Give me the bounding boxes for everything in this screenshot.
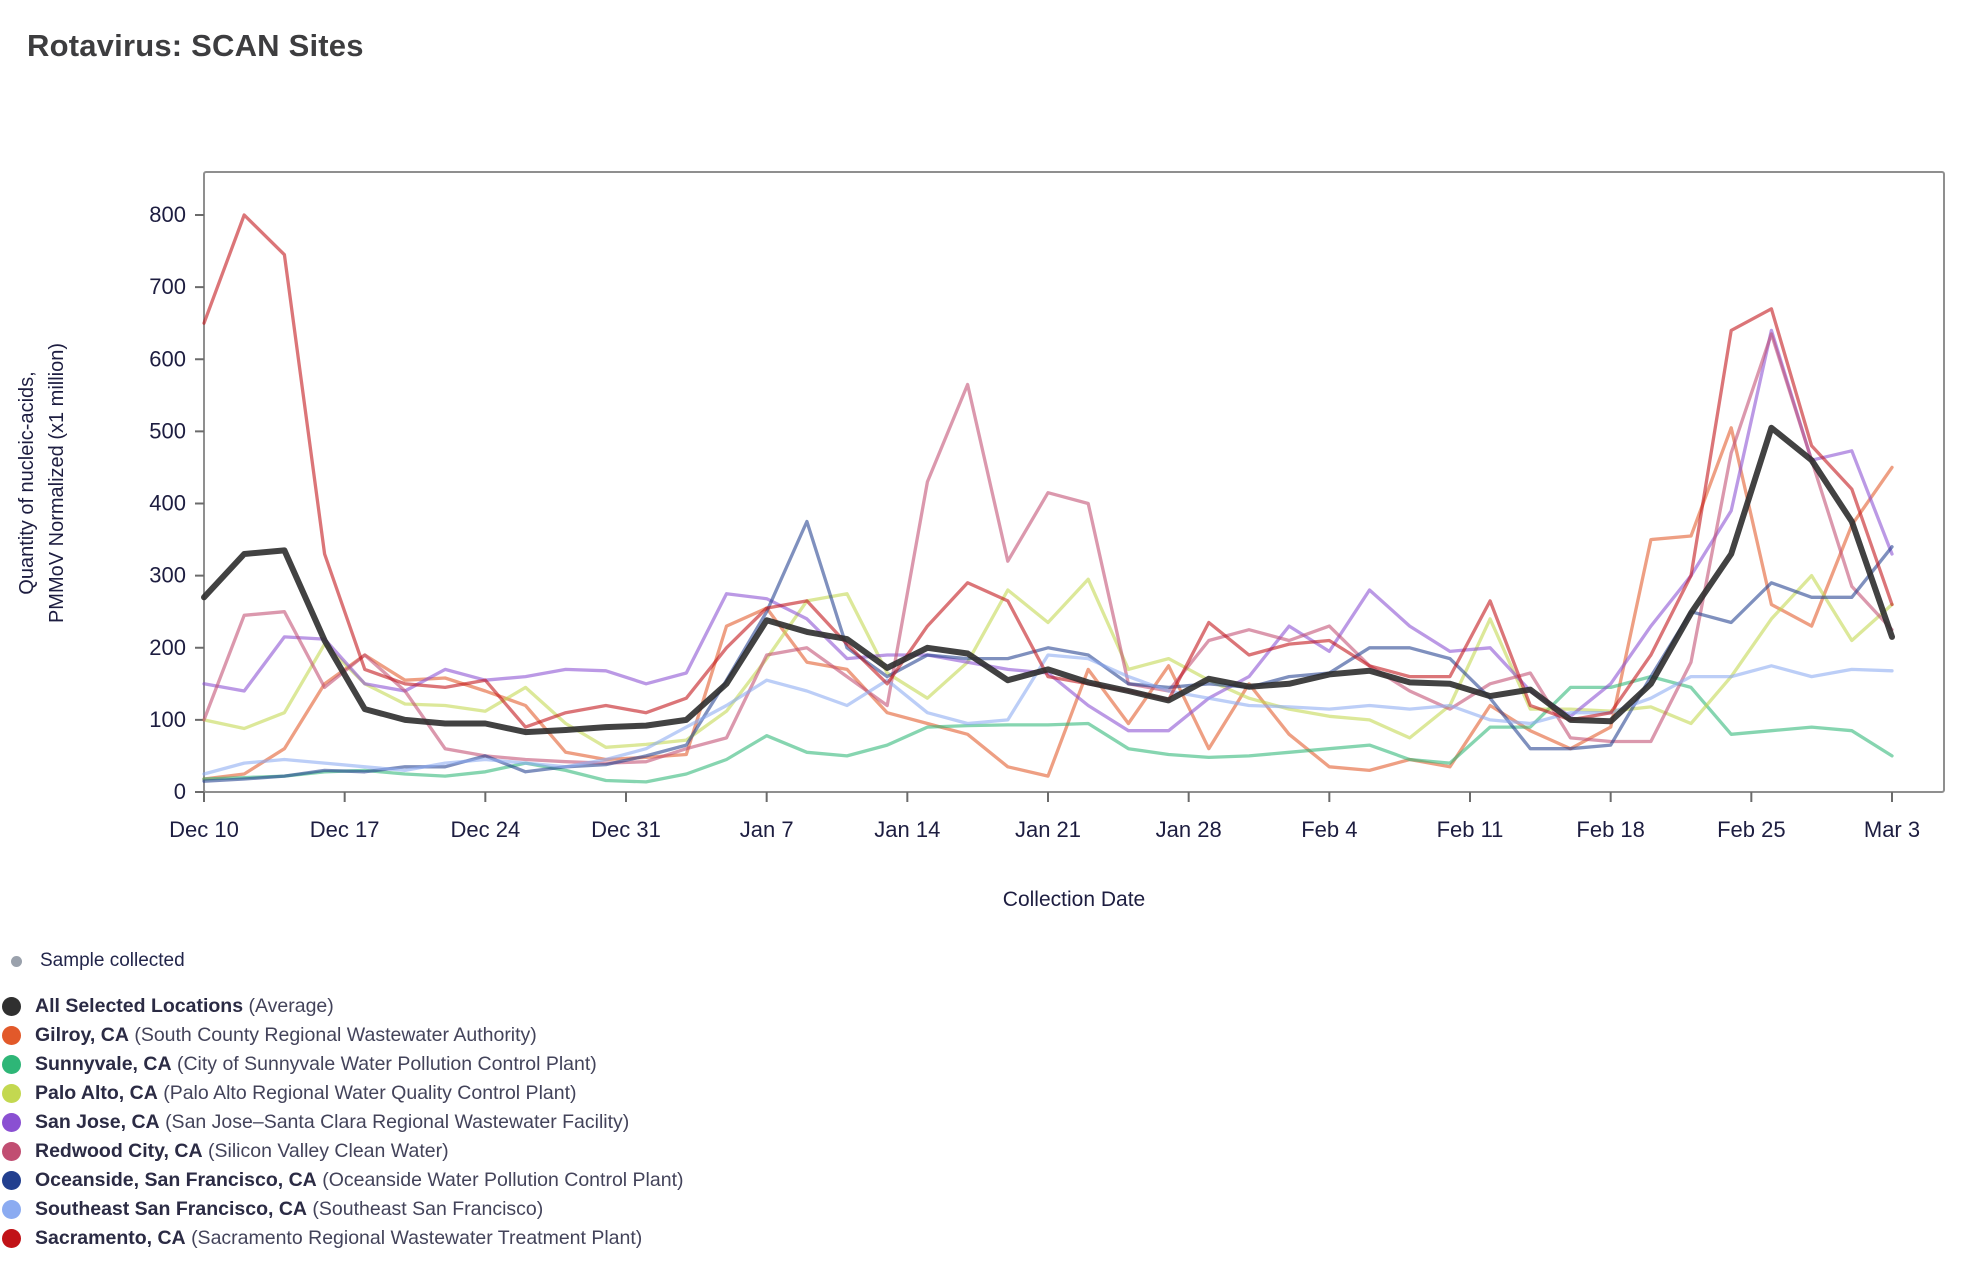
legend-item-name: Gilroy, CA [35,1024,129,1046]
legend-item-name: Oceanside, San Francisco, CA [35,1169,317,1191]
x-tick-label: Feb 18 [1576,817,1645,842]
legend-dot-icon [2,1200,21,1219]
x-tick-label: Mar 3 [1864,817,1920,842]
legend-item-name: Sacramento, CA [35,1227,186,1249]
y-tick-label: 600 [149,346,186,371]
legend-dot-icon [2,1171,21,1190]
legend-item-gilroy-ca[interactable]: Gilroy, CA (South County Regional Wastew… [2,1021,683,1050]
sample-collected-label: Sample collected [40,950,185,971]
legend-item-detail: (Sacramento Regional Wastewater Treatmen… [191,1227,643,1249]
legend-item-detail: (Southeast San Francisco) [312,1198,544,1220]
x-tick-label: Dec 17 [310,817,380,842]
legend-dot-icon [2,1084,21,1103]
y-axis-label-line2: PMMoV Normalized (x1 million) [46,342,68,624]
y-tick-label: 700 [149,274,186,299]
legend-item-detail: (Silicon Valley Clean Water) [207,1140,449,1162]
legend-item-redwood-city-ca[interactable]: Redwood City, CA (Silicon Valley Clean W… [2,1137,683,1166]
series-line-gilroy [202,426,1894,781]
y-tick-label: 400 [149,491,186,516]
y-tick-label: 300 [149,563,186,588]
legend-item-all-selected-locations[interactable]: All Selected Locations (Average) [2,992,683,1021]
legend-dot-icon [2,997,21,1016]
legend-item-oceanside-san-francisco-ca[interactable]: Oceanside, San Francisco, CA (Oceanside … [2,1166,683,1195]
legend-item-name: San Jose, CA [35,1111,160,1133]
legend-item-sacramento-ca[interactable]: Sacramento, CA (Sacramento Regional Wast… [2,1224,683,1253]
x-tick-label: Dec 24 [450,817,520,842]
x-tick-label: Dec 31 [591,817,661,842]
y-axis-label-line1: Quantity of nucleic-acids, [16,371,38,595]
x-tick-label: Jan 28 [1156,817,1222,842]
x-tick-label: Jan 14 [874,817,940,842]
legend-dot-icon [2,1113,21,1132]
sample-collected-legend: Sample collected [11,950,185,972]
legend-dot-icon [2,1055,21,1074]
legend-item-detail: (San Jose–Santa Clara Regional Wastewate… [165,1111,630,1133]
y-tick-label: 100 [149,707,186,732]
series-line-average [201,424,1895,736]
legend-item-palo-alto-ca[interactable]: Palo Alto, CA (Palo Alto Regional Water … [2,1079,683,1108]
y-tick-label: 800 [149,202,186,227]
x-tick-label: Jan 21 [1015,817,1081,842]
legend-item-san-jose-ca[interactable]: San Jose, CA (San Jose–Santa Clara Regio… [2,1108,683,1137]
series-line-oceanside [202,519,1894,783]
y-tick-label: 0 [174,779,186,804]
page-title: Rotavirus: SCAN Sites [27,28,364,63]
legend-item-name: Redwood City, CA [35,1140,203,1162]
legend-item-name: All Selected Locations [35,995,244,1017]
x-axis-label: Collection Date [1002,888,1146,911]
x-axis-ticks: Dec 10 Dec 17 Dec 24 Dec 31 Jan 7 Jan 14 Jan 2… [169,792,1920,842]
legend-item-detail: (Oceanside Water Pollution Control Plant… [322,1169,684,1191]
site-legend: All Selected Locations (Average) Gilroy, … [2,992,683,1253]
legend-dot-icon [2,1142,21,1161]
legend-item-name: Southeast San Francisco, CA [35,1198,307,1220]
series-line-sacramento [202,213,1894,729]
legend-dot-icon [2,1229,21,1248]
legend-item-detail: (City of Sunnyvale Water Pollution Contr… [176,1053,597,1075]
legend-item-detail: (Average) [248,995,334,1017]
legend-item-name: Sunnyvale, CA [35,1053,172,1075]
x-tick-label: Jan 7 [740,817,794,842]
y-axis-ticks: 0 100 200 300 400 500 600 700 800 [149,202,204,804]
y-axis-label: Quantity of nucleic-acids, PMMoV Normali… [12,183,74,783]
sample-collected-dot-icon [11,955,22,967]
x-tick-label: Feb 11 [1437,817,1504,842]
plot-frame [203,171,1945,793]
legend-dot-icon [2,1026,21,1045]
series-line-sunnyvale [202,674,1894,784]
legend-item-name: Palo Alto, CA [35,1082,158,1104]
legend-item-sunnyvale-ca[interactable]: Sunnyvale, CA (City of Sunnyvale Water P… [2,1050,683,1079]
y-tick-label: 200 [149,635,186,660]
x-tick-label: Feb 4 [1301,817,1357,842]
x-tick-label: Dec 10 [169,817,239,842]
x-tick-label: Feb 25 [1717,817,1786,842]
legend-item-detail: (South County Regional Wastewater Author… [134,1024,537,1046]
legend-item-detail: (Palo Alto Regional Water Quality Contro… [163,1082,577,1104]
y-tick-label: 500 [149,418,186,443]
legend-item-southeast-san-francisco-ca[interactable]: Southeast San Francisco, CA (Southeast S… [2,1195,683,1224]
